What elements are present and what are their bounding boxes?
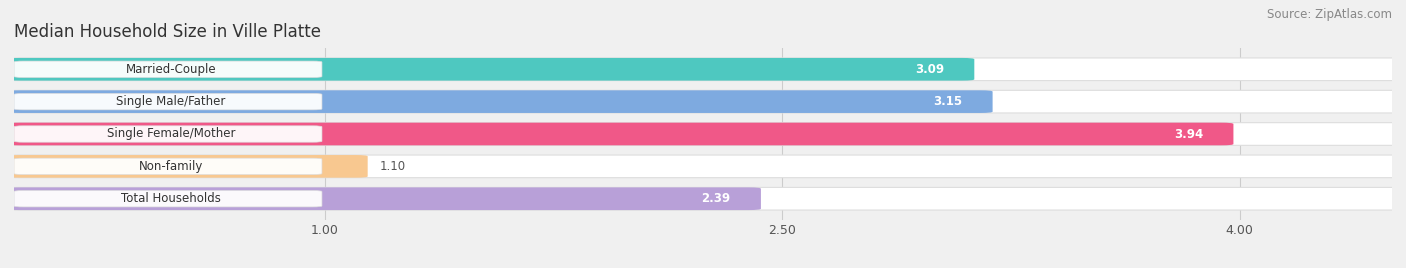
FancyBboxPatch shape: [8, 123, 1405, 145]
FancyBboxPatch shape: [8, 90, 1405, 113]
Text: 3.94: 3.94: [1174, 128, 1204, 140]
FancyBboxPatch shape: [14, 94, 322, 110]
FancyBboxPatch shape: [8, 58, 974, 81]
FancyBboxPatch shape: [8, 155, 368, 178]
Text: Non-family: Non-family: [139, 160, 204, 173]
FancyBboxPatch shape: [14, 158, 322, 174]
Text: 1.10: 1.10: [380, 160, 406, 173]
Text: Married-Couple: Married-Couple: [125, 63, 217, 76]
FancyBboxPatch shape: [8, 187, 761, 210]
FancyBboxPatch shape: [8, 58, 1405, 81]
Text: 3.15: 3.15: [934, 95, 962, 108]
Text: Single Male/Father: Single Male/Father: [117, 95, 226, 108]
FancyBboxPatch shape: [8, 90, 993, 113]
FancyBboxPatch shape: [8, 155, 1405, 178]
FancyBboxPatch shape: [8, 123, 1233, 145]
FancyBboxPatch shape: [14, 126, 322, 142]
FancyBboxPatch shape: [8, 187, 1405, 210]
Text: 3.09: 3.09: [915, 63, 943, 76]
FancyBboxPatch shape: [14, 191, 322, 207]
Text: Median Household Size in Ville Platte: Median Household Size in Ville Platte: [14, 23, 321, 41]
Text: Single Female/Mother: Single Female/Mother: [107, 128, 235, 140]
Text: Source: ZipAtlas.com: Source: ZipAtlas.com: [1267, 8, 1392, 21]
Text: Total Households: Total Households: [121, 192, 221, 205]
FancyBboxPatch shape: [14, 61, 322, 77]
Text: 2.39: 2.39: [702, 192, 731, 205]
